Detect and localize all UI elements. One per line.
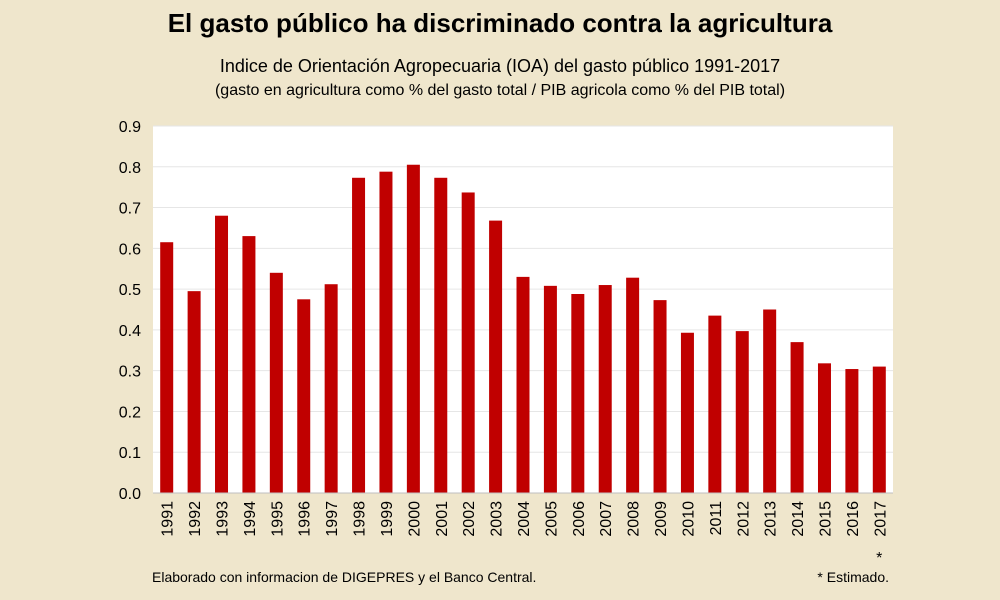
x-tick-label: 2015 — [817, 501, 834, 537]
x-tick-label: 2014 — [790, 501, 807, 537]
x-tick-label: 2017 — [872, 501, 889, 537]
x-tick-label: 1998 — [352, 501, 369, 537]
x-tick-label: 2005 — [543, 501, 560, 537]
y-tick-label: 0.7 — [119, 201, 141, 218]
bar-1996 — [297, 299, 311, 493]
y-tick-label: 0.8 — [119, 160, 141, 177]
bar-2011 — [708, 315, 722, 493]
bar-1999 — [379, 171, 393, 493]
x-tick-label: 2011 — [708, 501, 725, 536]
bar-1993 — [215, 215, 229, 493]
bar-2012 — [735, 331, 749, 493]
x-tick-label: 2016 — [845, 501, 862, 537]
y-tick-label: 0.4 — [119, 323, 141, 340]
x-tick-label: 1992 — [187, 501, 204, 537]
y-tick-label: 0.5 — [119, 282, 141, 299]
x-tick-label: 2012 — [735, 501, 752, 537]
bar-1995 — [269, 272, 283, 493]
bar-2007 — [598, 285, 612, 493]
bar-2000 — [406, 164, 420, 493]
bar-1997 — [324, 284, 338, 493]
x-tick-label: 2013 — [763, 501, 780, 537]
x-tick-label: 2006 — [571, 501, 588, 537]
bar-2014 — [790, 342, 804, 493]
x-tick-label: 1997 — [324, 501, 341, 537]
bar-2001 — [434, 177, 448, 493]
chart-subtitle: Indice de Orientación Agropecuaria (IOA)… — [219, 56, 781, 76]
bar-2004 — [516, 276, 530, 493]
bar-2005 — [543, 285, 557, 493]
chart-subtitle-formula: (gasto en agricultura como % del gasto t… — [214, 82, 786, 99]
y-tick-label: 0.0 — [119, 486, 141, 503]
x-tick-label: 2008 — [626, 501, 643, 537]
bar-2006 — [571, 294, 585, 493]
x-tick-label: 1995 — [269, 501, 286, 537]
bar-2009 — [653, 300, 667, 493]
bar-1994 — [242, 236, 256, 493]
x-tick-label: 2000 — [406, 501, 423, 537]
y-axis-tick-labels: 0.0 0.1 0.2 0.3 0.4 0.5 0.6 0.7 0.8 0.9 — [119, 119, 141, 503]
bar-2003 — [489, 220, 503, 494]
x-tick-label: 2002 — [461, 501, 478, 537]
y-tick-label: 0.2 — [119, 404, 141, 421]
x-tick-label: 2004 — [516, 501, 533, 537]
x-tick-label: 2010 — [680, 501, 697, 537]
x-tick-label: 2001 — [434, 501, 451, 537]
bar-2008 — [626, 277, 640, 493]
bar-2013 — [763, 309, 777, 493]
y-tick-label: 0.6 — [119, 241, 141, 258]
estimated-marker: * — [876, 550, 882, 567]
x-tick-label: 1991 — [160, 501, 177, 537]
bars — [160, 164, 886, 494]
bar-2010 — [680, 332, 694, 493]
estimated-note: * Estimado. — [817, 569, 889, 585]
chart-title: El gasto público ha discriminado contra … — [167, 8, 833, 38]
x-tick-label: 1999 — [379, 501, 396, 537]
bar-1998 — [352, 177, 366, 493]
bar-1991 — [160, 242, 174, 493]
x-tick-label: 2009 — [653, 501, 670, 537]
y-tick-label: 0.1 — [119, 445, 141, 462]
bar-2017 — [872, 366, 886, 493]
y-tick-label: 0.3 — [119, 364, 141, 381]
bar-2002 — [461, 192, 475, 493]
x-tick-label: 1996 — [297, 501, 314, 537]
source-note: Elaborado con informacion de DIGEPRES y … — [152, 569, 537, 585]
bar-1992 — [187, 291, 201, 493]
x-tick-label: 1993 — [215, 501, 232, 537]
x-tick-label: 1994 — [242, 501, 259, 537]
bar-2016 — [845, 369, 859, 493]
x-tick-label: 2007 — [598, 501, 615, 537]
x-axis-tick-labels: 1991 1992 1993 1994 1995 1996 1997 1998 1999 2000… — [160, 501, 890, 567]
x-tick-label: 2003 — [489, 501, 506, 537]
y-tick-label: 0.9 — [119, 119, 141, 136]
bar-2015 — [817, 363, 831, 493]
